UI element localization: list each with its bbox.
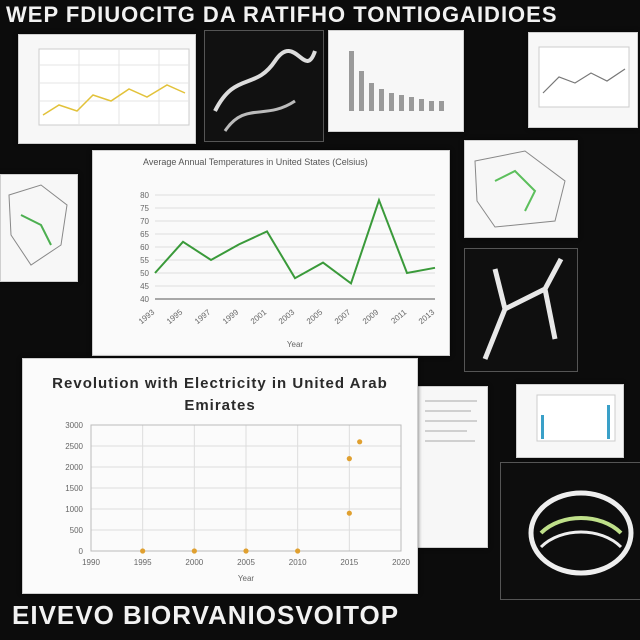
scatter-point (346, 510, 352, 516)
x-tick-label: 2020 (392, 558, 410, 567)
x-tick-label: 1997 (193, 307, 213, 326)
x-tick-label: 2009 (361, 307, 381, 326)
y-tick-label: 75 (140, 204, 149, 213)
main-chart-title: Average Annual Temperatures in United St… (143, 157, 368, 167)
y-tick-label: 2500 (65, 442, 83, 451)
y-tick-label: 1000 (65, 505, 83, 514)
scatter-point (295, 548, 301, 554)
thumbnail-map-left (0, 174, 78, 282)
scatter-point (191, 548, 197, 554)
y-tick-label: 3000 (65, 421, 83, 430)
x-tick-label: 1995 (165, 307, 185, 326)
scatter-chart: 0 500 1000 1500 2000 2500 3000 1990 1995 2000 2005… (65, 421, 410, 583)
x-tick-label: 2011 (389, 307, 408, 325)
y-tick-label: 500 (70, 526, 84, 535)
scatter-point (140, 548, 146, 554)
y-tick-label: 45 (140, 282, 149, 291)
x-tick-label: 2007 (333, 307, 353, 326)
thumbnail-doc-right (416, 386, 488, 548)
scatter-point (243, 548, 249, 554)
thumbnail-chart-right (516, 384, 624, 458)
y-tick-label: 2000 (65, 463, 83, 472)
thumbnail-chart-top-left (18, 34, 196, 144)
y-tick-label: 40 (140, 295, 149, 304)
x-axis-label: Year (238, 574, 255, 583)
x-tick-label: 2003 (277, 307, 297, 326)
y-tick-label: 1500 (65, 484, 83, 493)
scatter-point (357, 439, 363, 445)
x-tick-label: 2005 (237, 558, 255, 567)
scatter-chart-title: Revolution with Electricity in United Ar… (52, 375, 388, 414)
x-tick-label: 1999 (221, 307, 241, 326)
y-tick-label: 70 (140, 217, 149, 226)
decorative-sketch-1 (204, 30, 324, 142)
decorative-tree-sketch (464, 248, 578, 372)
decorative-organ-sketch (500, 462, 640, 600)
thumbnail-bar-chart (328, 30, 464, 132)
main-line-chart-card: Average Annual Temperatures in United St… (92, 150, 450, 356)
x-tick-label: 2000 (185, 558, 203, 567)
x-axis-label: Year (287, 340, 304, 349)
thumbnail-line-chart-top-right (528, 32, 638, 128)
main-line-chart: 40 45 50 55 60 65 70 75 80 1993 1995 1997 1999 2001 20… (137, 191, 437, 349)
thumbnail-grid-graphic (38, 48, 190, 126)
y-tick-label: 80 (140, 191, 149, 200)
top-banner-text: WEP FDIUOCITG DA RATIFHO TONTIOGAIDIOES (6, 2, 558, 27)
thumbnail-map-right (464, 140, 578, 238)
x-tick-label: 2001 (249, 307, 269, 326)
x-tick-label: 2010 (289, 558, 307, 567)
y-tick-label: 55 (140, 256, 149, 265)
y-tick-label: 0 (79, 547, 84, 556)
x-tick-label: 1995 (134, 558, 152, 567)
scatter-chart-card: Revolution with Electricity in United Ar… (22, 358, 418, 594)
y-tick-label: 60 (140, 243, 149, 252)
x-tick-label: 2015 (340, 558, 358, 567)
y-tick-label: 50 (140, 269, 149, 278)
x-tick-label: 1990 (82, 558, 100, 567)
y-tick-label: 65 (140, 230, 149, 239)
x-tick-label: 2005 (305, 307, 325, 326)
scatter-point (346, 456, 352, 462)
x-tick-label: 2013 (417, 307, 437, 326)
bottom-banner-text: EIVEVO BIORVANIOSVOITOP (12, 600, 400, 630)
series-line (154, 197, 436, 286)
x-tick-label: 1993 (137, 307, 157, 326)
